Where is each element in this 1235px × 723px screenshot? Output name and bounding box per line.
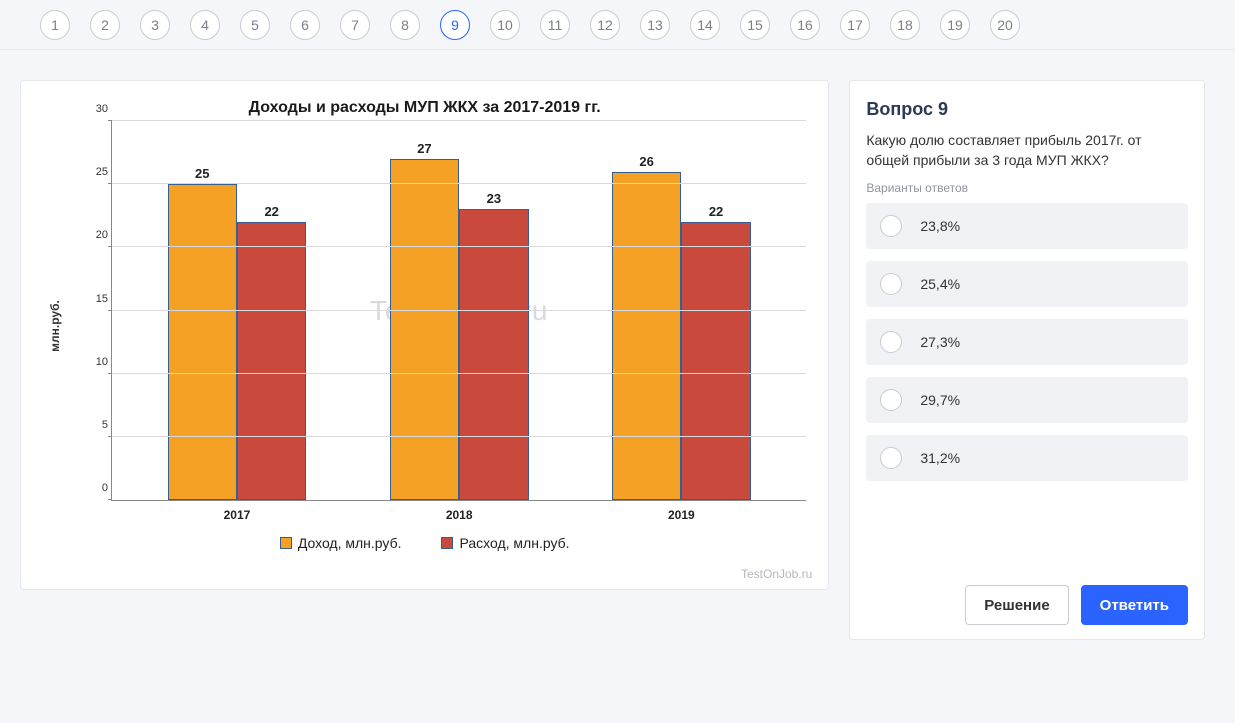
bar-value-label: 22 bbox=[709, 204, 723, 219]
bar-value-label: 27 bbox=[417, 141, 431, 156]
bar-value-label: 25 bbox=[195, 166, 209, 181]
ytick-mark bbox=[108, 120, 112, 121]
bar-value-label: 23 bbox=[487, 191, 501, 206]
bar-2019-expense: 22 bbox=[681, 222, 750, 500]
options-label: Варианты ответов bbox=[866, 181, 1188, 195]
nav-step-13[interactable]: 13 bbox=[640, 10, 670, 40]
ytick-label: 30 bbox=[82, 103, 108, 115]
bar-2017-income: 25 bbox=[168, 184, 237, 500]
nav-step-16[interactable]: 16 bbox=[790, 10, 820, 40]
answer-button-label: Ответить bbox=[1100, 597, 1169, 614]
nav-step-2[interactable]: 2 bbox=[90, 10, 120, 40]
nav-step-15[interactable]: 15 bbox=[740, 10, 770, 40]
gridline bbox=[112, 310, 806, 311]
ytick-label: 10 bbox=[82, 356, 108, 368]
solution-button[interactable]: Решение bbox=[965, 585, 1068, 625]
nav-step-3[interactable]: 3 bbox=[140, 10, 170, 40]
bar-2018-expense: 23 bbox=[459, 209, 528, 500]
ytick-label: 0 bbox=[82, 482, 108, 494]
nav-step-9[interactable]: 9 bbox=[440, 10, 470, 40]
nav-step-12[interactable]: 12 bbox=[590, 10, 620, 40]
radio-icon bbox=[880, 389, 902, 411]
ytick-mark bbox=[108, 310, 112, 311]
nav-step-14[interactable]: 14 bbox=[690, 10, 720, 40]
gridline bbox=[112, 436, 806, 437]
answer-button[interactable]: Ответить bbox=[1081, 585, 1188, 625]
xtick-label: 2017 bbox=[224, 508, 251, 522]
bar-2017-expense: 22 bbox=[237, 222, 306, 500]
gridline bbox=[112, 373, 806, 374]
radio-icon bbox=[880, 215, 902, 237]
button-row: Решение Ответить bbox=[866, 585, 1188, 625]
ytick-label: 15 bbox=[82, 293, 108, 305]
nav-step-4[interactable]: 4 bbox=[190, 10, 220, 40]
gridline bbox=[112, 183, 806, 184]
chart-zone: млн.руб. TestOnJob.ru 252227232622 05101… bbox=[83, 121, 806, 531]
legend-label: Доход, млн.руб. bbox=[298, 535, 402, 551]
answer-option-1[interactable]: 23,8% bbox=[866, 203, 1188, 249]
answer-option-label: 25,4% bbox=[920, 276, 960, 292]
chart-legend: Доход, млн.руб. Расход, млн.руб. bbox=[33, 535, 816, 551]
answer-option-label: 27,3% bbox=[920, 334, 960, 350]
gridline bbox=[112, 246, 806, 247]
ytick-mark bbox=[108, 373, 112, 374]
answer-option-label: 31,2% bbox=[920, 450, 960, 466]
legend-swatch bbox=[280, 537, 292, 549]
chart-plot-area: TestOnJob.ru 252227232622 05101520253020… bbox=[111, 121, 806, 501]
nav-step-10[interactable]: 10 bbox=[490, 10, 520, 40]
nav-step-18[interactable]: 18 bbox=[890, 10, 920, 40]
ytick-mark bbox=[108, 499, 112, 500]
nav-step-1[interactable]: 1 bbox=[40, 10, 70, 40]
ytick-mark bbox=[108, 246, 112, 247]
answer-option-3[interactable]: 27,3% bbox=[866, 319, 1188, 365]
ytick-label: 5 bbox=[82, 419, 108, 431]
ytick-mark bbox=[108, 436, 112, 437]
bar-2019-income: 26 bbox=[612, 172, 681, 500]
answer-option-2[interactable]: 25,4% bbox=[866, 261, 1188, 307]
nav-step-5[interactable]: 5 bbox=[240, 10, 270, 40]
solution-button-label: Решение bbox=[984, 597, 1049, 614]
nav-step-7[interactable]: 7 bbox=[340, 10, 370, 40]
question-nav: 1234567891011121314151617181920 bbox=[0, 0, 1235, 50]
question-text: Какую долю составляет прибыль 2017г. от … bbox=[866, 130, 1188, 171]
options-list: 23,8% 25,4% 27,3% 29,7% 31,2% bbox=[866, 203, 1188, 493]
chart-bars-layer: 252227232622 bbox=[112, 121, 806, 500]
answer-option-label: 23,8% bbox=[920, 218, 960, 234]
legend-swatch bbox=[441, 537, 453, 549]
bar-value-label: 26 bbox=[639, 154, 653, 169]
ytick-mark bbox=[108, 183, 112, 184]
legend-item: Доход, млн.руб. bbox=[280, 535, 402, 551]
radio-icon bbox=[880, 273, 902, 295]
nav-step-8[interactable]: 8 bbox=[390, 10, 420, 40]
gridline bbox=[112, 120, 806, 121]
question-title: Вопрос 9 bbox=[866, 99, 1188, 120]
answer-option-label: 29,7% bbox=[920, 392, 960, 408]
nav-step-19[interactable]: 19 bbox=[940, 10, 970, 40]
nav-step-11[interactable]: 11 bbox=[540, 10, 570, 40]
main-area: Доходы и расходы МУП ЖКХ за 2017-2019 гг… bbox=[0, 50, 1235, 650]
ytick-label: 20 bbox=[82, 229, 108, 241]
watermark-bottom: TestOnJob.ru bbox=[741, 567, 812, 581]
bar-value-label: 22 bbox=[264, 204, 278, 219]
answer-option-4[interactable]: 29,7% bbox=[866, 377, 1188, 423]
legend-item: Расход, млн.руб. bbox=[441, 535, 569, 551]
bar-2018-income: 27 bbox=[390, 159, 459, 500]
nav-step-6[interactable]: 6 bbox=[290, 10, 320, 40]
nav-step-20[interactable]: 20 bbox=[990, 10, 1020, 40]
answer-option-5[interactable]: 31,2% bbox=[866, 435, 1188, 481]
chart-ylabel: млн.руб. bbox=[48, 300, 62, 352]
chart-title: Доходы и расходы МУП ЖКХ за 2017-2019 гг… bbox=[33, 99, 816, 117]
xtick-label: 2018 bbox=[446, 508, 473, 522]
nav-step-17[interactable]: 17 bbox=[840, 10, 870, 40]
chart-card: Доходы и расходы МУП ЖКХ за 2017-2019 гг… bbox=[20, 80, 829, 590]
legend-label: Расход, млн.руб. bbox=[459, 535, 569, 551]
ytick-label: 25 bbox=[82, 166, 108, 178]
xtick-label: 2019 bbox=[668, 508, 695, 522]
radio-icon bbox=[880, 447, 902, 469]
radio-icon bbox=[880, 331, 902, 353]
question-card: Вопрос 9 Какую долю составляет прибыль 2… bbox=[849, 80, 1205, 640]
